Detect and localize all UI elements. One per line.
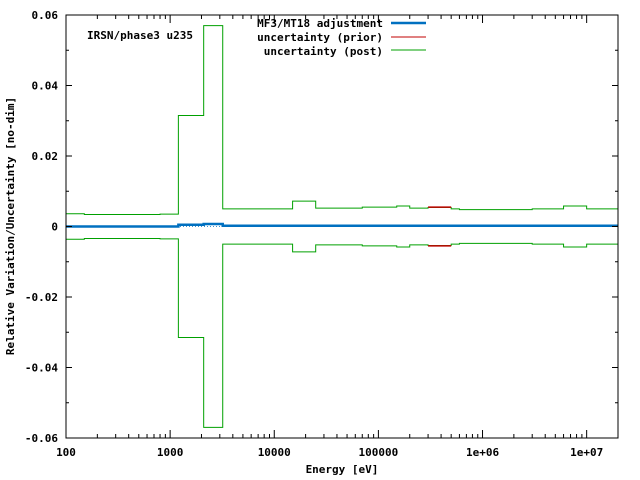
x-tick-label: 100000 xyxy=(359,446,399,459)
y-tick-label: 0 xyxy=(51,221,58,234)
x-tick-label: 1e+06 xyxy=(466,446,499,459)
x-tick-label: 1000 xyxy=(157,446,184,459)
y-axis-title: Relative Variation/Uncertainty [no-dim] xyxy=(4,97,17,355)
x-tick-label: 1e+07 xyxy=(570,446,603,459)
x-axis-title: Energy [eV] xyxy=(306,463,379,476)
series-uncertainty-post-lower xyxy=(66,237,618,428)
y-tick-label: 0.06 xyxy=(32,9,59,22)
y-tick-label: -0.02 xyxy=(25,291,58,304)
y-tick-label: -0.04 xyxy=(25,362,58,375)
series-adjustment xyxy=(66,222,618,228)
y-tick-label: -0.06 xyxy=(25,432,58,445)
y-tick-label: 0.02 xyxy=(32,150,59,163)
legend-label-adjustment: MF3/MT18 adjustment xyxy=(257,17,383,30)
series-uncertainty-post-upper xyxy=(66,25,618,216)
legend-label-post: uncertainty (post) xyxy=(264,45,383,58)
x-tick-label: 100 xyxy=(56,446,76,459)
x-tick-label: 10000 xyxy=(258,446,291,459)
legend: MF3/MT18 adjustment uncertainty (prior) … xyxy=(257,17,426,58)
chart-annotation: IRSN/phase3 u235 xyxy=(87,29,193,42)
legend-label-prior: uncertainty (prior) xyxy=(257,31,383,44)
y-tick-label: 0.04 xyxy=(32,80,59,93)
